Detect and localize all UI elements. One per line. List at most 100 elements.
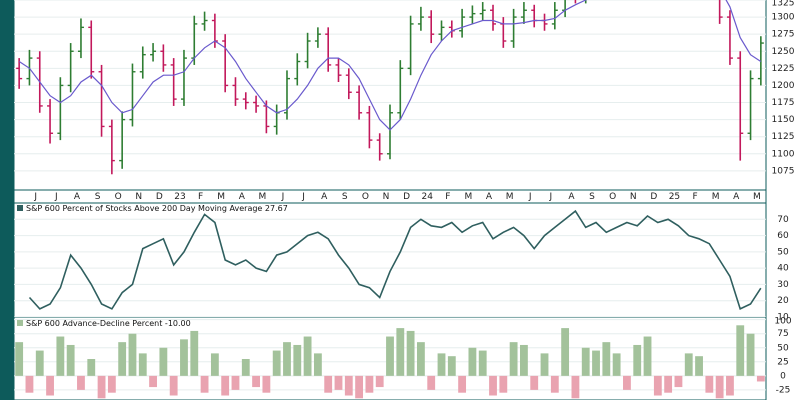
line — [28, 209, 762, 311]
y-tick-label: 1200 — [772, 81, 795, 91]
bar — [592, 350, 600, 376]
x-tick-label: M — [712, 192, 720, 202]
bar — [149, 375, 157, 388]
bar — [489, 375, 497, 396]
x-tick-label: A — [239, 192, 246, 202]
bar — [499, 375, 508, 393]
bar — [293, 344, 302, 376]
bar — [210, 353, 219, 376]
x-tick-label: A — [486, 192, 493, 202]
bar — [561, 328, 570, 376]
bar — [355, 375, 364, 399]
bar — [478, 350, 487, 376]
y-tick-label: 50 — [777, 247, 789, 257]
bar — [695, 356, 703, 376]
y-tick-label: 25 — [777, 357, 788, 367]
y-tick-label: 70 — [777, 215, 789, 225]
y-tick-label: 1275 — [772, 30, 795, 40]
bar — [664, 375, 673, 393]
bar — [221, 375, 230, 396]
bar — [241, 359, 250, 376]
y-tick-label: 10 — [777, 313, 789, 323]
x-tick-label: J — [301, 192, 305, 202]
x-tick-label: D — [156, 192, 163, 202]
x-tick-label: M — [259, 192, 267, 202]
x-tick-label: 24 — [421, 192, 433, 202]
bar — [643, 336, 652, 376]
price-panel — [14, 0, 766, 175]
bar — [653, 375, 662, 396]
bar — [746, 333, 755, 376]
bar — [200, 375, 209, 393]
legend-swatch — [17, 205, 23, 211]
y-tick-label: -25 — [776, 385, 791, 395]
x-tick-label: J — [54, 192, 58, 202]
bar — [509, 342, 518, 376]
bar — [97, 375, 106, 399]
bar — [705, 375, 714, 393]
y-tick-label: 1250 — [772, 47, 795, 57]
y-tick-label: 1325 — [772, 0, 795, 9]
x-tick-label: 25 — [669, 192, 680, 202]
bar — [386, 336, 394, 376]
frame — [0, 0, 14, 400]
panel-title: S&P 600 Percent of Stocks Above 200 Day … — [26, 204, 288, 213]
x-tick-label: S — [342, 192, 348, 202]
bar — [159, 347, 168, 376]
bar — [612, 353, 621, 376]
bar — [530, 375, 539, 390]
x-tick-label: J — [281, 192, 285, 202]
bar — [396, 328, 405, 376]
y-tick-label: 100 — [774, 317, 791, 327]
axes: 1075110011251150117512001225125012751300… — [17, 0, 795, 395]
x-tick-label: D — [650, 192, 657, 202]
breadth-panel — [14, 209, 766, 317]
x-tick-label: A — [568, 192, 575, 202]
bar — [623, 375, 631, 390]
bar — [344, 375, 353, 396]
x-tick-label: F — [198, 192, 203, 202]
bar — [726, 375, 734, 396]
x-tick-label: D — [403, 192, 410, 202]
bar — [56, 336, 65, 376]
bar — [571, 375, 580, 399]
bar — [15, 342, 24, 376]
bar — [375, 375, 384, 388]
y-tick-label: 50 — [777, 343, 789, 353]
ad-panel — [14, 319, 766, 399]
x-tick-label: M — [506, 192, 514, 202]
bar — [107, 375, 116, 393]
bar — [406, 330, 415, 376]
bar — [324, 375, 333, 393]
x-tick-label: N — [630, 192, 637, 202]
x-tick-label: S — [95, 192, 101, 202]
bar — [35, 350, 44, 376]
bar — [231, 375, 240, 390]
panel-title: S&P 600 Advance-Decline Percent -10.00 — [26, 319, 191, 328]
bar — [633, 344, 642, 376]
y-tick-label: 30 — [777, 280, 789, 290]
legend-swatch — [17, 320, 23, 326]
bar — [458, 375, 467, 393]
bar — [437, 353, 446, 376]
x-tick-label: O — [362, 192, 369, 202]
bar — [77, 375, 85, 390]
x-tick-label: M — [753, 192, 761, 202]
bar — [365, 375, 374, 393]
x-tick-label: O — [609, 192, 616, 202]
bar — [468, 347, 477, 376]
bar — [684, 353, 693, 376]
x-tick-label: N — [135, 192, 142, 202]
bar — [66, 344, 75, 376]
bar — [550, 375, 559, 393]
bar — [303, 336, 312, 376]
bar — [427, 375, 436, 390]
bar — [756, 375, 765, 382]
bar — [736, 325, 745, 376]
y-tick-label: 1175 — [772, 98, 795, 108]
x-tick-label: M — [217, 192, 225, 202]
bar — [118, 342, 127, 376]
y-tick-label: 20 — [777, 296, 789, 306]
